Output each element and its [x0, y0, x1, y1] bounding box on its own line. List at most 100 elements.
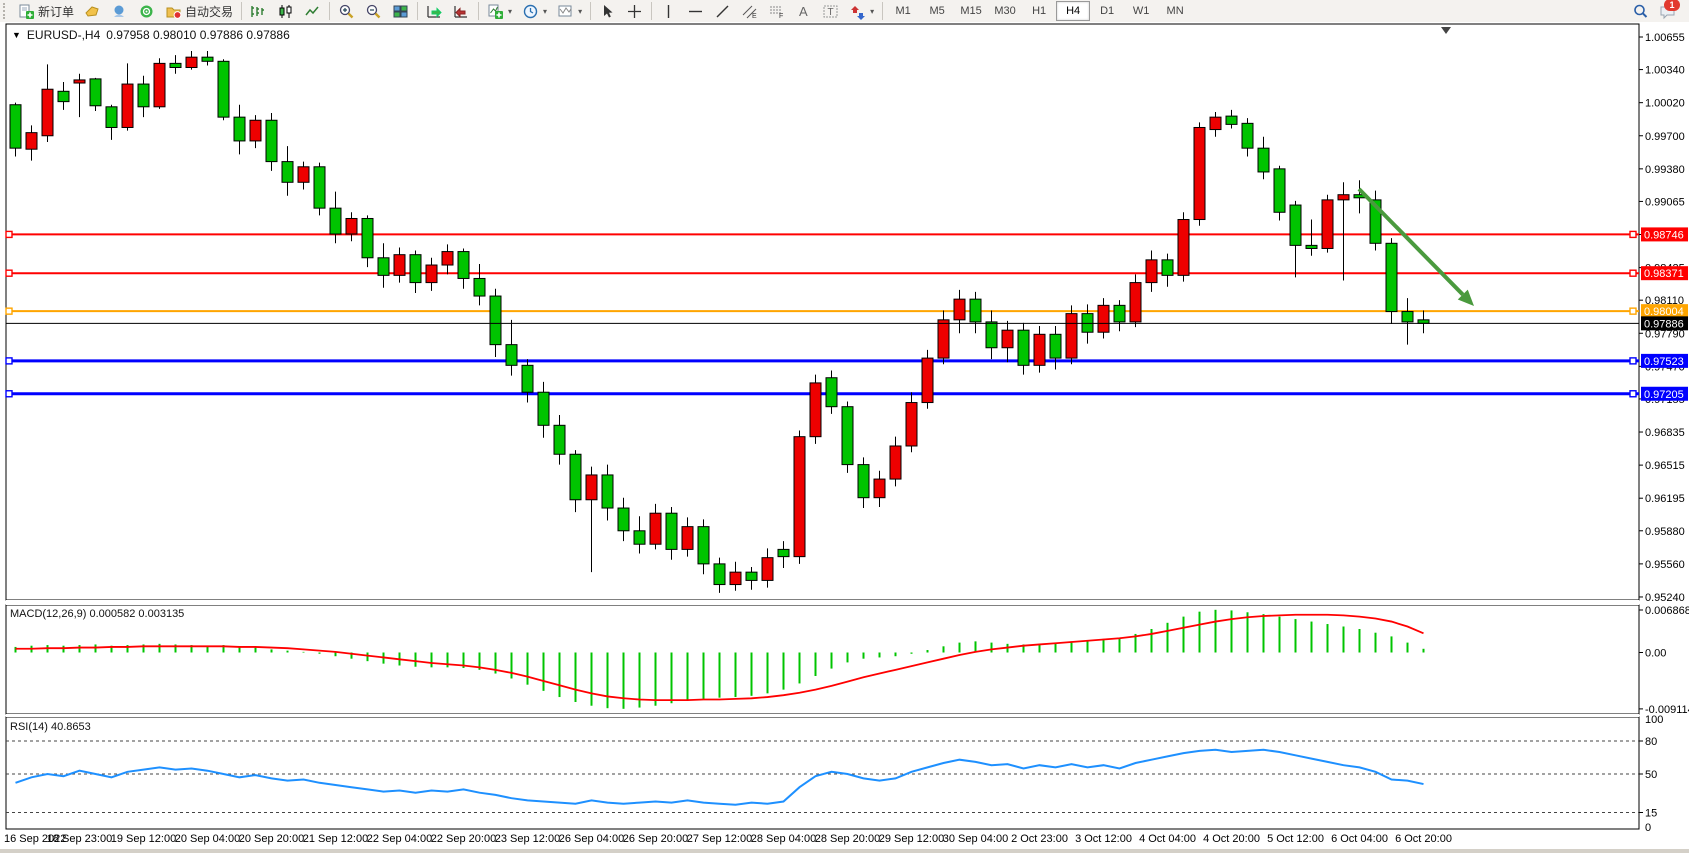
toolbar-separator [882, 2, 884, 20]
line-price-tag [1641, 304, 1688, 319]
dropdown-arrow-icon: ▾ [543, 6, 548, 16]
line-anchor-handle [1629, 269, 1637, 277]
timeframe-h1-button[interactable]: H1 [1032, 5, 1047, 17]
arrows-tool-button[interactable]: ▾ [844, 0, 879, 22]
bear-candle [777, 548, 790, 558]
bull-candle [873, 478, 886, 499]
horizontal-line[interactable]: 0.98746 [5, 227, 1688, 242]
horizontal-line[interactable]: 0.97205 [5, 386, 1688, 401]
svg-text:0.98746: 0.98746 [1644, 229, 1684, 241]
bull-candle [25, 132, 38, 150]
timeframe-m15-button[interactable]: M15 [960, 5, 982, 17]
bear-candle [985, 321, 998, 349]
vertical-line-icon [660, 3, 677, 20]
bull-candle [425, 264, 438, 284]
bull-candle [185, 56, 198, 69]
bar-chart-button[interactable] [245, 0, 272, 22]
bear-candle [1241, 122, 1254, 149]
metaeditor-button[interactable] [79, 0, 106, 22]
text-tool-button[interactable]: A [790, 0, 817, 22]
price-axis-label: 0.99380 [1645, 164, 1685, 176]
horizontal-line-tool-button[interactable] [682, 0, 709, 22]
bear-candle [505, 344, 518, 366]
candlestick-chart-button[interactable] [272, 0, 299, 22]
bear-candle [1273, 168, 1286, 213]
line-anchor-handle [5, 357, 13, 365]
horizontal-line[interactable]: 0.97523 [5, 353, 1688, 368]
bear-candle [137, 83, 150, 108]
new-order-button[interactable]: 新订单 [13, 0, 79, 22]
macd-axis-label: 0.00 [1645, 648, 1666, 660]
panel-splitters[interactable] [6, 600, 1639, 717]
horizontal-line[interactable]: 0.98004 [5, 304, 1688, 319]
rsi-axis-label: 50 [1645, 769, 1657, 781]
candlestick-series[interactable] [9, 50, 1430, 593]
period-button[interactable]: ▾ [517, 0, 552, 22]
bear-candle [233, 116, 246, 142]
timeframe-m5-button[interactable]: M5 [929, 5, 945, 17]
fibonacci-tool-button[interactable]: F [763, 0, 790, 22]
templates-button[interactable]: ▾ [552, 0, 587, 22]
notifications-button[interactable] [133, 0, 160, 22]
tile-windows-button[interactable] [387, 0, 414, 22]
bear-candle [201, 56, 214, 62]
price-axis-label: 0.95240 [1645, 592, 1685, 604]
macd-axis[interactable]: 0.006868 0.00 -0.009114 [1639, 605, 1689, 716]
bull-candle [681, 526, 694, 550]
vertical-line-tool-button[interactable] [655, 0, 682, 22]
line-anchor-handle [5, 307, 13, 315]
main-toolbar: 新订单 自动交易 ▾ ▾ [0, 0, 1689, 23]
bear-candle [1305, 244, 1318, 249]
bull-candle [1033, 333, 1046, 366]
chart-shift-button[interactable] [448, 0, 475, 22]
trend-arrow-annotation[interactable] [1357, 187, 1474, 306]
horizontal-line-objects[interactable]: 0.98746 0.98371 0.98004 0.97523 0.97205 [5, 227, 1688, 401]
zoom-out-button[interactable] [360, 0, 387, 22]
toolbar-drag-handle[interactable] [3, 3, 10, 19]
chart-canvas[interactable]: 1.00655 1.00340 1.00020 0.99700 0.99380 0.990… [0, 22, 1689, 853]
bear-candle [1369, 199, 1382, 244]
toolbar-separator [590, 2, 592, 20]
rsi-axis-label: 15 [1645, 808, 1657, 820]
horizontal-line[interactable]: 0.98371 [5, 266, 1688, 281]
macd-axis-label: -0.009114 [1645, 704, 1689, 716]
crosshair-tool-button[interactable] [621, 0, 648, 22]
symbol-dropdown-icon[interactable]: ▼ [12, 30, 21, 40]
equidistant-channel-tool-button[interactable]: E [736, 0, 763, 22]
mql5-community-button[interactable] [106, 0, 133, 22]
trendline-tool-button[interactable] [709, 0, 736, 22]
time-axis-label: 19 Sep 12:00 [111, 833, 176, 845]
chart-window[interactable]: 1.00655 1.00340 1.00020 0.99700 0.99380 0.990… [0, 22, 1689, 853]
autotrading-button[interactable]: 自动交易 [160, 0, 238, 22]
rsi-axis-label: 80 [1645, 736, 1657, 748]
ohlc-readout: 0.97958 0.98010 0.97886 0.97886 [106, 28, 290, 42]
price-axis-label: 0.99700 [1645, 131, 1685, 143]
auto-scroll-icon [426, 3, 443, 20]
auto-scroll-button[interactable] [421, 0, 448, 22]
timeframe-m30-button[interactable]: M30 [994, 5, 1016, 17]
chat-button[interactable]: 1 [1654, 0, 1681, 22]
time-axis-label: 27 Sep 12:00 [687, 833, 752, 845]
line-chart-button[interactable] [299, 0, 326, 22]
timeframe-mn-button[interactable]: MN [1166, 5, 1184, 17]
text-label-tool-button[interactable]: T [817, 0, 844, 22]
timeframe-h4-button[interactable]: H4 [1056, 1, 1091, 21]
zoom-in-button[interactable] [333, 0, 360, 22]
timeframe-d1-button[interactable]: D1 [1100, 5, 1115, 17]
chart-shift-marker[interactable] [1441, 27, 1451, 34]
time-axis-label: 3 Oct 12:00 [1075, 833, 1132, 845]
macd-histogram [14, 609, 1425, 709]
bear-candle [633, 530, 646, 545]
bull-candle [793, 436, 806, 558]
add-indicator-button[interactable]: ▾ [482, 0, 517, 22]
timeframe-w1-button[interactable]: W1 [1132, 5, 1150, 17]
add-indicator-icon [487, 3, 504, 20]
timeframe-m1-button[interactable]: M1 [895, 5, 911, 17]
search-button[interactable] [1627, 0, 1654, 22]
fibonacci-icon: F [768, 3, 785, 20]
cursor-tool-button[interactable] [594, 0, 621, 22]
rsi-axis-label: 0 [1645, 822, 1651, 834]
rsi-axis[interactable]: 100 80 50 15 0 [1639, 714, 1663, 834]
window-edge [0, 849, 1689, 853]
